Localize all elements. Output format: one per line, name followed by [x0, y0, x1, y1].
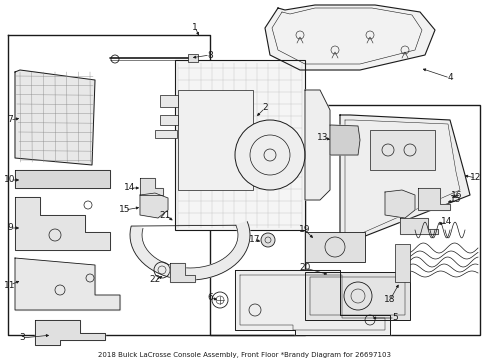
Circle shape: [261, 233, 274, 247]
Bar: [155, 130, 177, 138]
Polygon shape: [15, 170, 110, 188]
Bar: [394, 244, 409, 282]
Text: 2: 2: [262, 104, 267, 112]
Text: 6: 6: [207, 293, 212, 302]
Bar: [309, 277, 404, 315]
Polygon shape: [140, 178, 163, 195]
Polygon shape: [417, 188, 449, 210]
Text: 5: 5: [391, 314, 397, 323]
Bar: [209, 105, 479, 335]
Polygon shape: [15, 197, 110, 250]
Polygon shape: [399, 218, 437, 234]
Text: 7: 7: [7, 116, 13, 125]
Polygon shape: [305, 90, 329, 200]
Text: 19: 19: [299, 225, 310, 234]
Polygon shape: [170, 263, 195, 282]
Text: 2018 Buick LaCrosse Console Assembly, Front Floor *Brandy Diagram for 26697103: 2018 Buick LaCrosse Console Assembly, Fr…: [97, 352, 390, 358]
Text: 14: 14: [440, 217, 452, 226]
Text: 8: 8: [207, 50, 212, 59]
Text: 22: 22: [149, 275, 160, 284]
Text: 3: 3: [19, 333, 25, 342]
Text: 13: 13: [317, 134, 328, 143]
Text: 14: 14: [124, 184, 135, 193]
Polygon shape: [35, 320, 105, 345]
Text: 4: 4: [446, 73, 452, 82]
Text: 9: 9: [7, 224, 13, 233]
Polygon shape: [15, 258, 120, 310]
Bar: [178, 90, 252, 190]
Text: 21: 21: [159, 211, 170, 220]
Bar: [305, 232, 364, 262]
Text: 11: 11: [4, 280, 16, 289]
Polygon shape: [339, 115, 469, 250]
Bar: [175, 60, 305, 230]
Text: 12: 12: [469, 174, 481, 183]
Text: 16: 16: [450, 190, 462, 199]
Circle shape: [235, 120, 305, 190]
Text: 18: 18: [384, 296, 395, 305]
Polygon shape: [384, 190, 414, 218]
Bar: [305, 272, 409, 320]
Text: 17: 17: [249, 235, 260, 244]
Polygon shape: [140, 193, 168, 218]
Bar: [187, 54, 198, 62]
Bar: [369, 130, 434, 170]
Text: 20: 20: [299, 264, 310, 273]
Polygon shape: [235, 270, 389, 335]
Bar: [160, 115, 178, 125]
Text: 15: 15: [449, 195, 461, 204]
Bar: [160, 95, 178, 107]
Polygon shape: [15, 70, 95, 165]
Text: 1: 1: [192, 22, 198, 31]
Polygon shape: [329, 125, 359, 155]
Text: 15: 15: [119, 206, 130, 215]
Text: 10: 10: [4, 175, 16, 184]
Polygon shape: [130, 222, 249, 280]
Polygon shape: [264, 5, 434, 70]
